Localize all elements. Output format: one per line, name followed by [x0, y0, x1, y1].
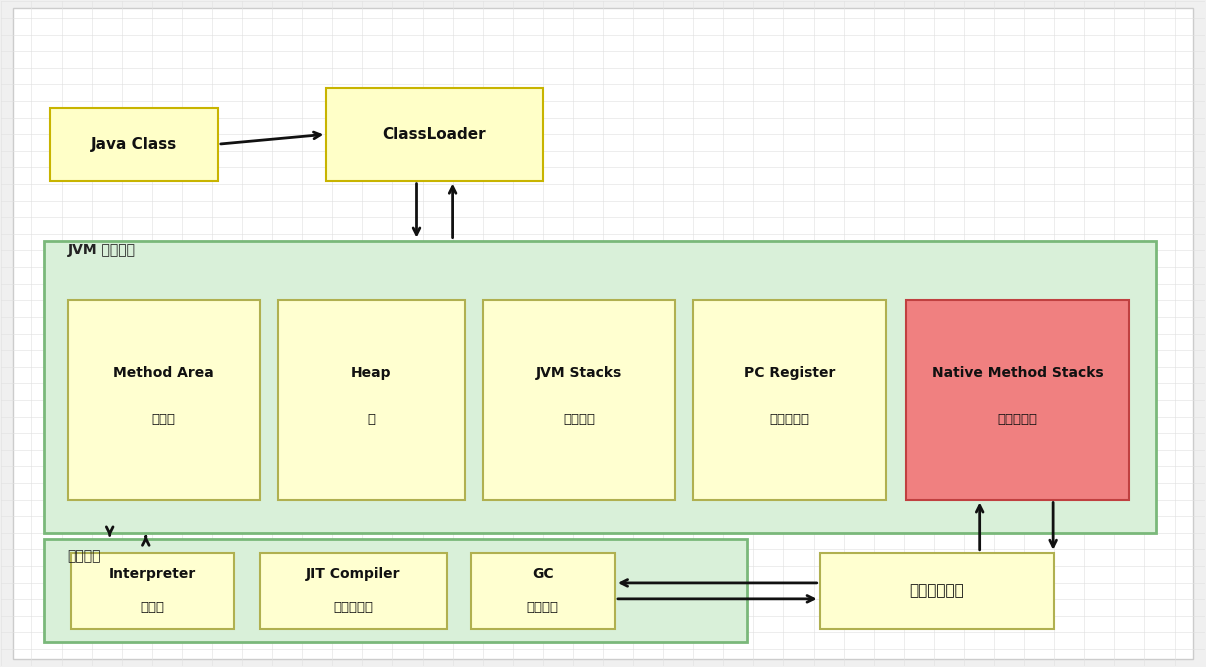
Text: Interpreter: Interpreter: [109, 567, 197, 581]
Text: Method Area: Method Area: [113, 366, 215, 380]
Text: GC: GC: [532, 567, 554, 581]
Text: 堆: 堆: [368, 414, 375, 426]
Bar: [43, 241, 1157, 533]
Text: 即时编译器: 即时编译器: [333, 601, 374, 614]
Text: 执行引擎: 执行引擎: [68, 550, 101, 564]
Text: 程序计数器: 程序计数器: [769, 414, 809, 426]
Bar: [470, 553, 615, 629]
Bar: [482, 300, 675, 500]
Bar: [820, 553, 1054, 629]
Text: Heap: Heap: [351, 366, 392, 380]
Bar: [279, 300, 464, 500]
Bar: [43, 540, 748, 642]
Bar: [260, 553, 446, 629]
Text: PC Register: PC Register: [744, 366, 836, 380]
Text: ClassLoader: ClassLoader: [382, 127, 486, 141]
Text: Java Class: Java Class: [90, 137, 177, 151]
Bar: [71, 553, 234, 629]
Bar: [327, 88, 543, 181]
Text: 垃圾回收: 垃圾回收: [527, 601, 558, 614]
Text: JVM Stacks: JVM Stacks: [535, 366, 622, 380]
Text: 方法区: 方法区: [152, 414, 176, 426]
Bar: [68, 300, 260, 500]
Text: 本地方法接口: 本地方法接口: [909, 584, 965, 598]
Bar: [906, 300, 1129, 500]
Text: 解释器: 解释器: [140, 601, 164, 614]
Text: 本地方法栈: 本地方法栈: [997, 414, 1037, 426]
Text: Native Method Stacks: Native Method Stacks: [932, 366, 1103, 380]
Text: JIT Compiler: JIT Compiler: [306, 567, 400, 581]
Bar: [49, 107, 218, 181]
Text: 虚拟机栈: 虚拟机栈: [563, 414, 595, 426]
Text: JVM 内存结构: JVM 内存结构: [68, 243, 135, 257]
Bar: [693, 300, 885, 500]
